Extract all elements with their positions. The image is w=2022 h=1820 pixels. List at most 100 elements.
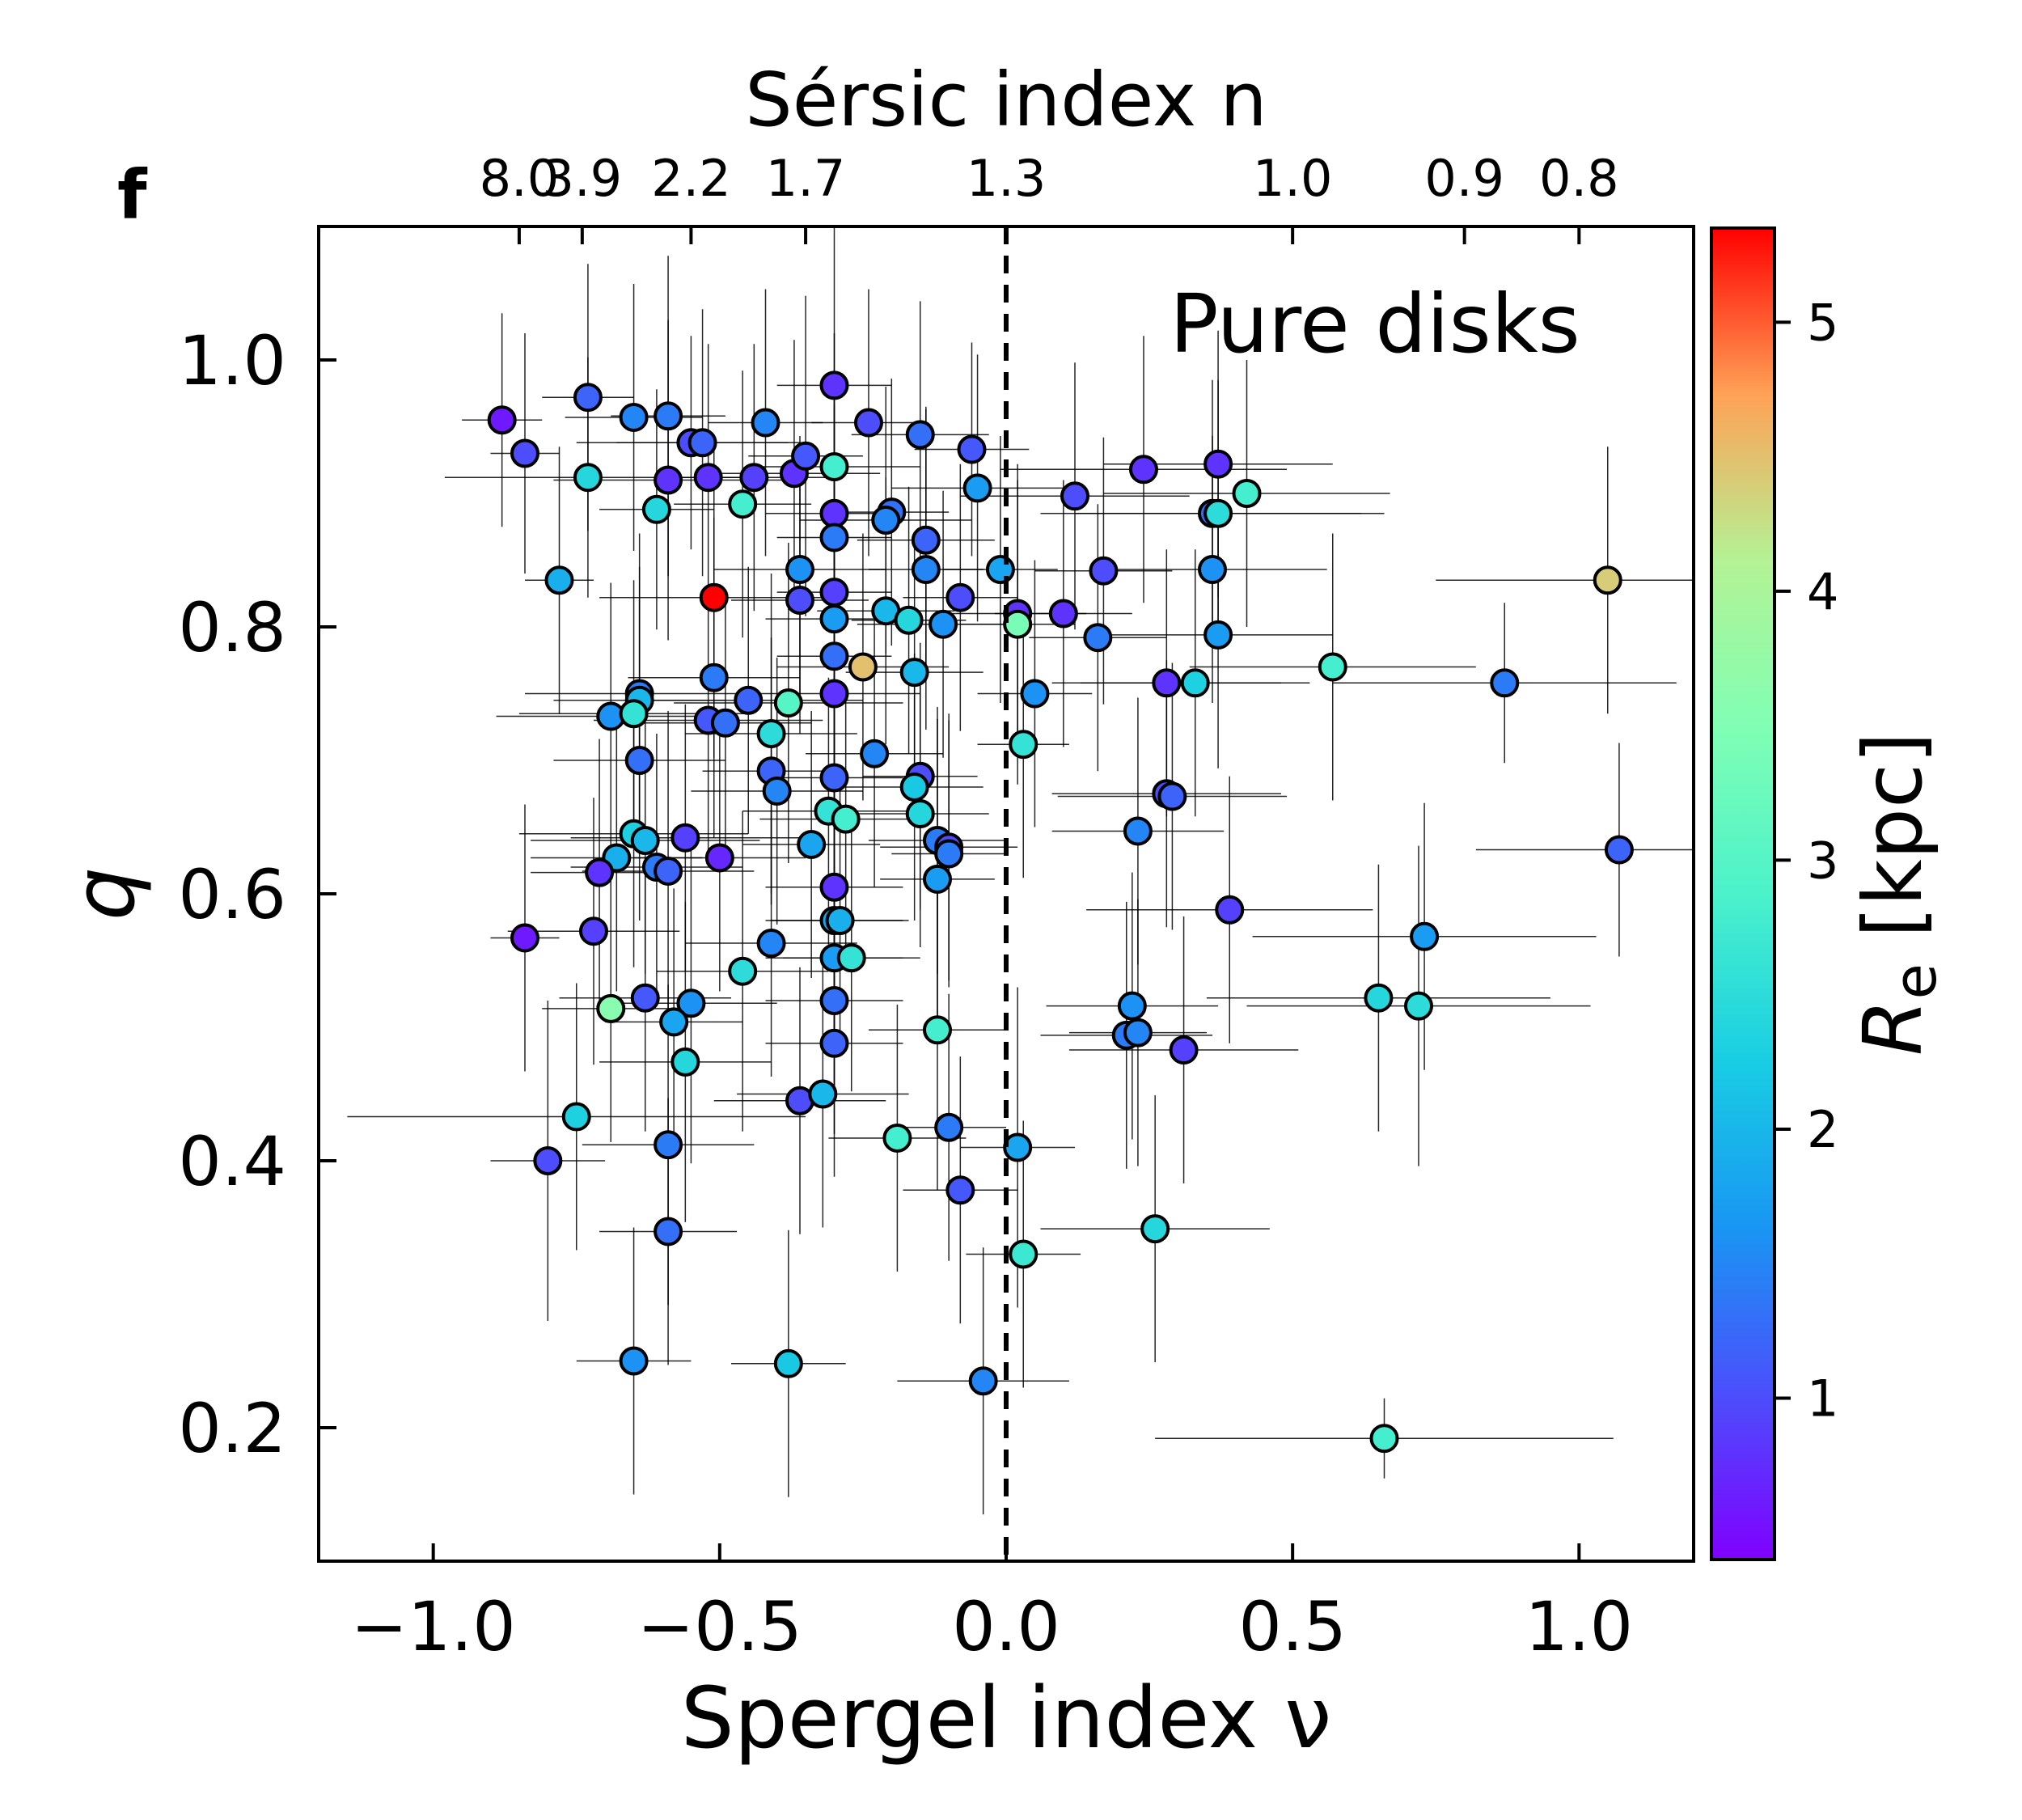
top-tick-label: 8.0 bbox=[480, 149, 560, 208]
data-point bbox=[728, 489, 758, 519]
data-point bbox=[819, 872, 849, 902]
y-tick-label: 0.6 bbox=[178, 855, 286, 934]
colorbar-tick-label: 2 bbox=[1807, 1100, 1838, 1159]
data-point bbox=[573, 463, 603, 493]
data-point bbox=[734, 685, 764, 715]
data-point bbox=[1123, 1018, 1153, 1048]
x-tick-label: −0.5 bbox=[637, 1587, 802, 1666]
data-point bbox=[676, 988, 706, 1018]
colorbar-ticks: 1 2 3 4 5 bbox=[1775, 293, 1838, 1428]
data-points bbox=[487, 370, 1634, 1454]
data-point bbox=[831, 804, 861, 834]
data-point bbox=[654, 465, 683, 495]
data-point bbox=[1152, 668, 1182, 698]
data-point bbox=[905, 420, 935, 450]
data-point bbox=[773, 1348, 803, 1378]
data-point bbox=[1009, 1239, 1038, 1269]
data-point bbox=[1009, 730, 1038, 760]
data-point bbox=[923, 864, 952, 894]
data-point bbox=[854, 408, 883, 438]
data-point bbox=[923, 1015, 952, 1045]
top-tick-label: 0.8 bbox=[1539, 149, 1619, 208]
data-point bbox=[1593, 565, 1622, 595]
data-point bbox=[1490, 668, 1520, 698]
data-point bbox=[596, 993, 626, 1023]
data-point bbox=[1198, 555, 1227, 585]
data-point bbox=[968, 1366, 998, 1396]
data-point bbox=[819, 498, 849, 528]
data-point bbox=[1089, 556, 1119, 586]
x-tick-label: −1.0 bbox=[351, 1587, 516, 1666]
data-point bbox=[785, 555, 814, 585]
data-point bbox=[871, 506, 901, 535]
data-point bbox=[670, 823, 700, 853]
data-point bbox=[579, 916, 608, 946]
y-tick-label: 0.2 bbox=[178, 1389, 286, 1468]
data-point bbox=[670, 1047, 700, 1077]
data-point bbox=[773, 688, 803, 718]
y-tick-label: 1.0 bbox=[178, 321, 286, 400]
data-point bbox=[585, 857, 615, 887]
data-point bbox=[1140, 1214, 1170, 1244]
colorbar-label: Re [kpc] bbox=[1846, 732, 1949, 1056]
data-point bbox=[962, 473, 992, 503]
data-point bbox=[704, 843, 734, 873]
data-point bbox=[836, 943, 866, 973]
top-tick-label: 3.9 bbox=[543, 149, 623, 208]
data-point bbox=[1003, 609, 1033, 639]
data-point bbox=[1604, 835, 1634, 865]
data-point bbox=[487, 405, 517, 435]
data-point bbox=[699, 662, 729, 692]
data-point bbox=[641, 494, 671, 524]
top-tick-label: 1.7 bbox=[766, 149, 846, 208]
data-point bbox=[1157, 781, 1187, 811]
data-point bbox=[533, 1146, 563, 1175]
data-point bbox=[544, 565, 574, 595]
data-point bbox=[1215, 895, 1245, 925]
data-point bbox=[819, 679, 849, 709]
data-point bbox=[762, 776, 792, 806]
data-point bbox=[819, 578, 849, 607]
data-point bbox=[561, 1102, 591, 1132]
x-tick-label: 1.0 bbox=[1525, 1587, 1634, 1666]
data-point bbox=[1003, 1132, 1033, 1162]
data-point bbox=[797, 829, 827, 859]
data-point bbox=[911, 525, 941, 555]
data-point bbox=[1180, 668, 1210, 698]
data-point bbox=[756, 929, 786, 959]
data-point bbox=[825, 906, 855, 935]
data-point bbox=[654, 856, 683, 886]
data-point bbox=[929, 609, 958, 639]
data-point bbox=[659, 1007, 689, 1037]
colorbar bbox=[1710, 226, 1776, 1561]
data-point bbox=[630, 983, 660, 1013]
data-point bbox=[654, 1130, 683, 1160]
data-point bbox=[882, 1123, 912, 1153]
y-tick-label: 0.8 bbox=[178, 588, 286, 667]
top-tick-label: 1.3 bbox=[967, 149, 1047, 208]
data-point bbox=[819, 1028, 849, 1058]
data-point bbox=[693, 463, 723, 493]
annotation-pure-disks: Pure disks bbox=[1170, 277, 1580, 371]
y-axis-label: q bbox=[55, 867, 154, 921]
data-point bbox=[899, 658, 929, 688]
x-axis-label: Spergel index ν bbox=[681, 1669, 1332, 1767]
data-point bbox=[1129, 455, 1158, 485]
data-point bbox=[1318, 652, 1347, 682]
data-point bbox=[624, 746, 654, 775]
data-point bbox=[1060, 481, 1089, 511]
panel-label: f bbox=[117, 155, 148, 235]
data-point bbox=[1048, 599, 1078, 629]
data-point bbox=[1203, 449, 1233, 479]
colorbar-tick-label: 5 bbox=[1807, 293, 1838, 352]
data-point bbox=[699, 582, 729, 612]
data-point bbox=[1364, 983, 1394, 1013]
data-point bbox=[1232, 479, 1262, 508]
data-point bbox=[894, 605, 924, 635]
data-point bbox=[1169, 1035, 1199, 1065]
data-point bbox=[819, 604, 849, 634]
data-point bbox=[1117, 991, 1147, 1021]
data-point bbox=[934, 1112, 964, 1142]
x-tick-label: 0.0 bbox=[952, 1587, 1060, 1666]
